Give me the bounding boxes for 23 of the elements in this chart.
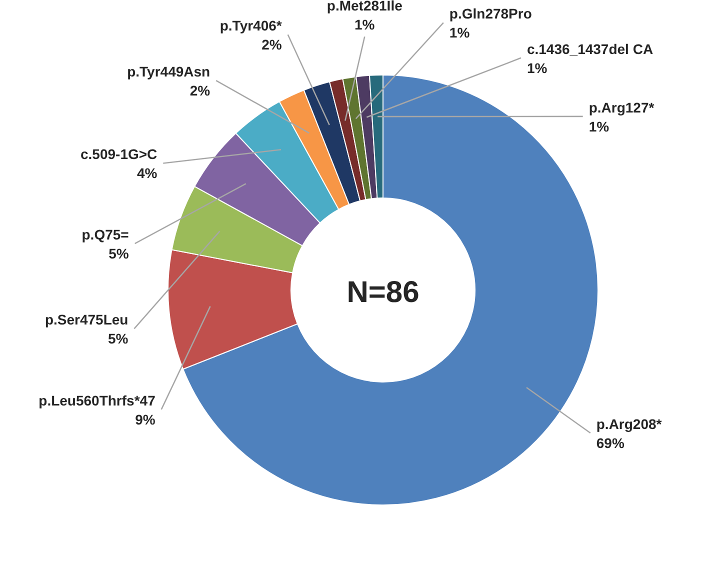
slice-label: p.Tyr449Asn [127, 64, 210, 80]
text: N=86 [346, 276, 420, 309]
data-label: 2% [262, 36, 282, 53]
slice-label: p.Q75= [82, 226, 129, 243]
data-label: 5% [108, 246, 130, 262]
slice-label: c.1436_1437del CA [526, 40, 654, 57]
data-label: 4% [136, 165, 158, 182]
slice-label: p.Ser475Leu [44, 312, 128, 328]
data-label: 1% [526, 60, 548, 76]
slice-label: p.Met281Ile [326, 0, 403, 14]
slice-label: c.509-1G>C [80, 146, 158, 162]
data-label: 2% [190, 82, 211, 99]
data-label: 5% [108, 330, 129, 347]
slice-label: p.Gln278Pro [449, 6, 532, 22]
data-label: 1% [449, 24, 470, 41]
slice-label: p.Tyr406* [220, 18, 282, 34]
data-label: 1% [588, 118, 610, 134]
slice-label: p.Leu560Thrfs*47 [38, 392, 156, 408]
data-label: 1% [354, 16, 376, 33]
data-label: 69% [596, 435, 625, 452]
data-label: 9% [135, 411, 156, 428]
slice-label: p.Arg208* [596, 416, 662, 432]
slice-label: p.Arg127* [588, 99, 655, 116]
